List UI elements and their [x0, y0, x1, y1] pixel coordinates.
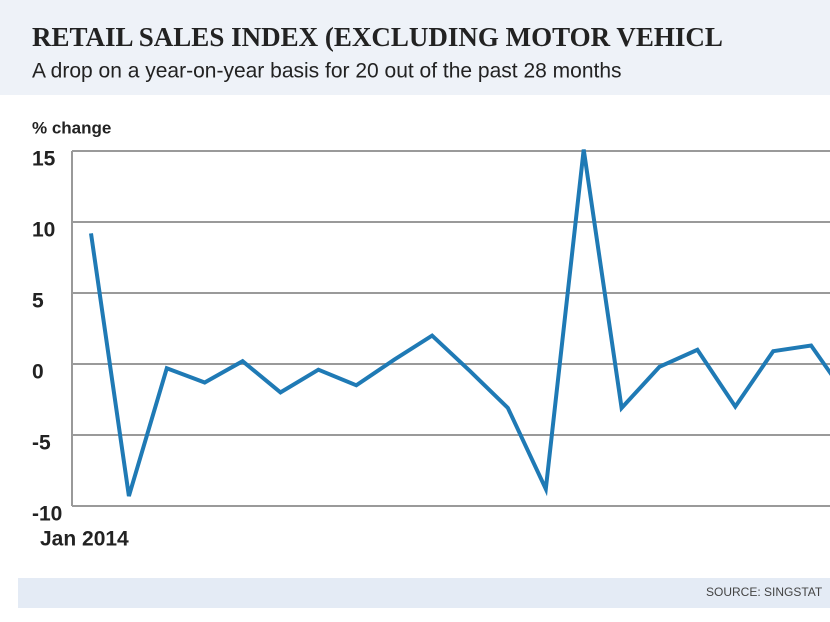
chart-subtitle: A drop on a year-on-year basis for 20 ou… [32, 60, 622, 83]
y-tick-label: 0 [32, 361, 44, 384]
y-tick-label: -10 [32, 503, 62, 526]
y-tick-label: 15 [32, 148, 56, 171]
chart-title: RETAIL SALES INDEX (EXCLUDING MOTOR VEHI… [32, 22, 723, 52]
footer-band [18, 578, 830, 608]
header-band [0, 0, 830, 95]
y-tick-label: -5 [32, 432, 51, 455]
y-tick-label: 10 [32, 219, 55, 242]
y-axis-label: % change [32, 118, 111, 137]
source: SOURCE: SINGSTAT [706, 585, 823, 599]
data-line [89, 149, 830, 497]
y-tick-label: 5 [32, 290, 44, 313]
x-tick-label: Jan 2014 [40, 528, 129, 551]
